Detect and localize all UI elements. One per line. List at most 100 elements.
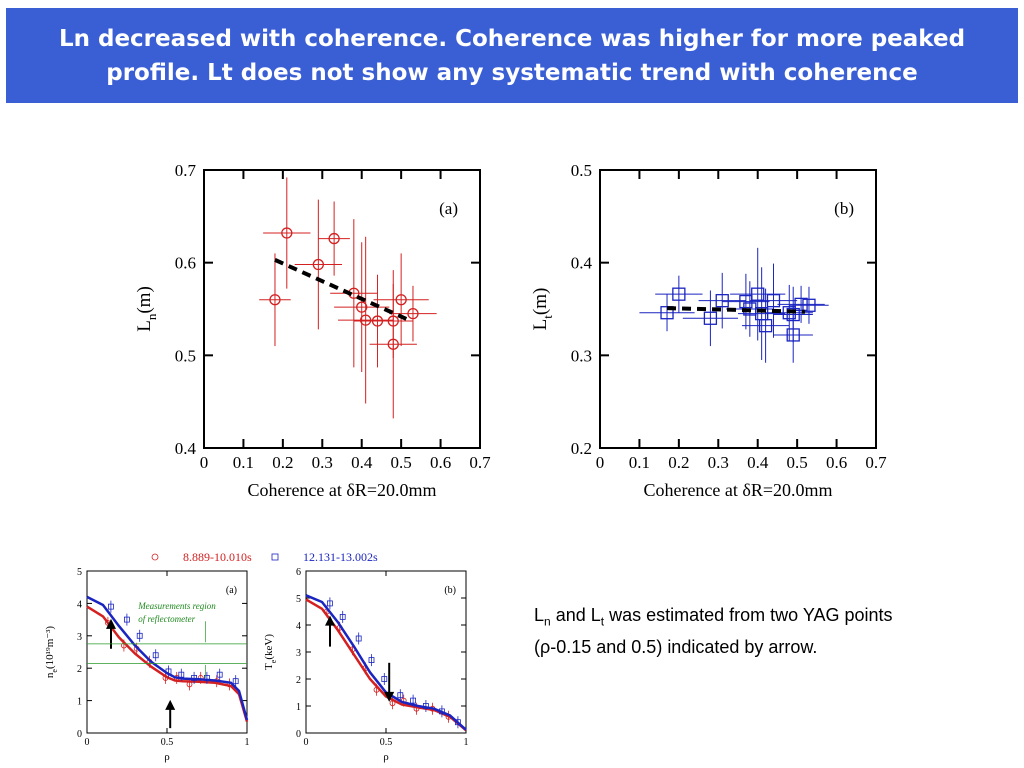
ln-x-axis-label: Coherence at δR=20.0mm [247,480,436,500]
lt-panel: 0 0.1 0.2 0.3 0.4 0.5 0.6 0.7 0.2 0.3 0.4 0.5 (b) Coh… [530,161,887,500]
ln-x-tick-label: 0.5 [391,453,412,472]
te-x-tick-label: 0 [304,737,309,748]
ne-data-point [232,678,239,685]
te-y-tick-label: 4 [296,621,301,632]
lt-trend-line [666,306,806,314]
ln-panel-label: (a) [439,199,458,218]
ne-panel: 0 0.5 1 0 1 2 3 4 5 (a) ρ ne(10¹⁹m⁻³) Measurements r… [44,567,250,763]
te-y-tick-label: 6 [296,567,301,578]
ne-y-tick-label: 2 [77,664,82,675]
lt-y-axis-label-main: L [530,319,551,331]
lt-y-tick-label: 0.2 [571,439,592,458]
ne-yag-arrowhead [106,618,116,629]
lt-data-point [703,311,718,325]
ne-y-tick-label: 5 [77,567,82,578]
te-y-axis-label-sub: e [269,659,278,663]
ne-y-axis-label: ne(10¹⁹m⁻³) [44,626,59,679]
ln-x-tick-label: 0.4 [351,453,373,472]
ne-data-point [136,632,143,639]
lt-data-point [766,294,781,308]
ne-y-tick-label: 1 [77,697,82,708]
te-data-point [368,657,375,663]
lt-data-point [739,294,753,309]
te-yag-arrowhead [384,691,395,702]
ln-panel: 0 0.1 0.2 0.3 0.4 0.5 0.6 0.7 0.4 0.5 0.6 0.7 (a) Coh… [134,161,491,500]
te-data-point [422,703,429,709]
te-yag-arrowhead [325,615,335,626]
lt-x-tick-label: 0.3 [708,453,729,472]
te-data-point [410,697,417,704]
te-panel-label: (b) [444,585,456,596]
ln-data-point [269,294,281,306]
lt-x-tick-label: 0.7 [865,453,887,472]
ln-y-axis-label-unit: (m) [134,286,155,313]
te-panel: 0 0.5 1 0 1 2 3 4 5 6 (b) ρ Te(keV) [263,567,469,763]
ln-x-tick-label: 0 [200,453,209,472]
ne-data-point [216,671,223,678]
te-y-tick-label: 5 [296,594,301,605]
te-data-point [389,700,396,707]
title-banner: Ln decreased with coherence. Coherence w… [6,8,1018,103]
legend-entry: 8.889-10.010s [183,550,252,564]
te-data-point [326,600,333,607]
te-y-tick-label: 1 [296,702,301,713]
te-data-point [339,614,346,620]
lt-x-tick-label: 0.6 [826,453,847,472]
lt-data-point [672,287,686,301]
legend-marker [271,553,279,561]
te-data-point [373,686,380,693]
te-y-tick-label: 3 [296,648,301,659]
te-data-point [381,676,388,682]
lt-data-point [794,297,808,312]
te-x-tick-label: 0.5 [380,737,393,748]
ne-y-tick-label: 0 [77,729,82,740]
legend-marker [151,553,159,561]
ne-x-tick-label: 1 [245,737,250,748]
ln-y-tick-label: 0.4 [175,439,197,458]
lt-y-tick-label: 0.4 [571,254,593,273]
ln-data-point [281,227,293,239]
lt-x-tick-label: 0 [596,453,605,472]
lt-data-point [802,298,816,312]
ne-profile-line [86,605,249,723]
ne-y-axis-label-main: n [44,672,56,678]
ln-x-tick-label: 0.7 [469,453,491,472]
ln-y-tick-label: 0.6 [175,254,196,273]
lt-y-tick-label: 0.3 [571,346,592,365]
ne-data-point [191,675,198,681]
lt-x-tick-label: 0.4 [747,453,769,472]
ne-y-axis-label-sub: e [50,669,59,673]
profile-legend: 8.889-10.010s 12.131-13.002s [151,550,378,564]
ln-y-axis-label: Ln(m) [134,286,159,332]
ln-data-point [407,307,419,320]
te-y-axis-label-main: T [263,663,275,670]
lt-data-point [660,306,674,320]
ln-y-tick-label: 0.5 [175,346,196,365]
ln-data-point [356,301,368,313]
lt-data-point [715,294,729,308]
ln-trend-line [274,258,410,322]
te-data-point [355,635,362,642]
ne-data-point [152,652,159,659]
ln-x-tick-label: 0.1 [233,453,254,472]
ln-x-tick-label: 0.3 [312,453,333,472]
lt-y-tick-label: 0.5 [571,161,592,180]
ne-data-point [178,671,185,678]
te-data-point [454,719,461,726]
lt-x-tick-label: 0.1 [629,453,650,472]
te-data-point [438,708,445,715]
measurement-region-label: Measurements region [137,601,216,611]
ne-data-point [121,642,127,649]
note-text-2: and L [550,605,601,625]
ne-data-point [124,616,130,623]
lt-y-axis-label-sub: t [540,315,555,319]
ne-x-tick-label: 0.5 [161,737,174,748]
lt-axes-frame [599,169,877,449]
legend-entry: 12.131-13.002s [303,550,378,564]
ln-x-tick-label: 0.2 [272,453,293,472]
explanation-note: Ln and Lt was estimated from two YAG poi… [534,603,894,660]
ne-y-tick-label: 3 [77,632,82,643]
note-sub-2: t [600,614,605,629]
ln-y-tick-label: 0.7 [175,161,197,180]
